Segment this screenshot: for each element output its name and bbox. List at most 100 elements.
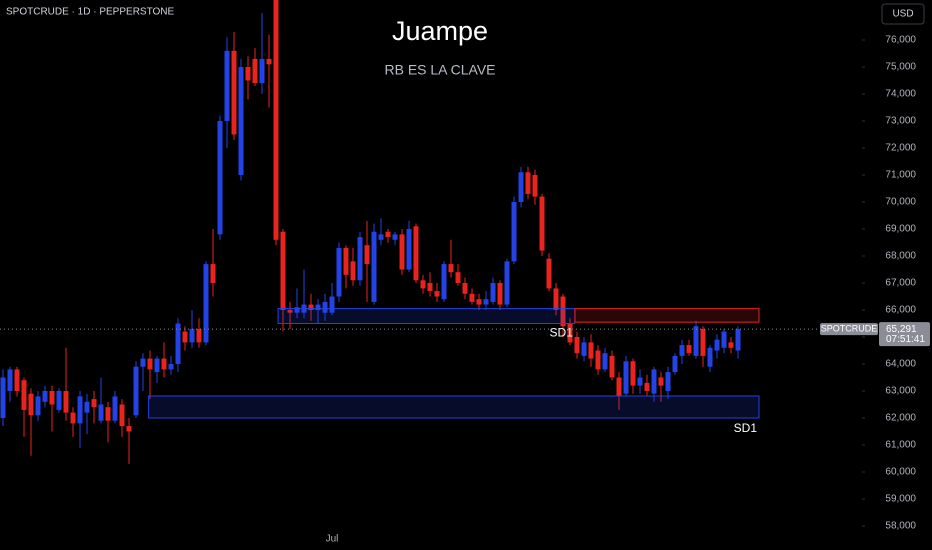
candle-body	[56, 390, 62, 410]
candle-body	[238, 66, 244, 175]
candle-body	[14, 369, 20, 391]
candle-body	[511, 201, 517, 262]
candle-body	[273, 0, 279, 240]
candle-body	[392, 234, 398, 240]
candle-body	[35, 396, 41, 416]
candle-body	[567, 323, 573, 343]
candle-body	[672, 355, 678, 373]
candle-body	[154, 358, 160, 373]
candle-body	[665, 372, 671, 391]
candle-body	[728, 342, 734, 348]
candle-body	[112, 396, 118, 421]
candle-body	[378, 234, 384, 240]
candle-body	[343, 247, 349, 275]
candle-body	[700, 328, 706, 356]
candle-body	[637, 377, 643, 386]
candle-body	[84, 401, 90, 413]
candle-body	[371, 231, 377, 302]
candle-body	[574, 336, 580, 354]
candle-body	[91, 399, 97, 408]
candle-body	[406, 228, 412, 270]
candle-body	[623, 361, 629, 394]
candle-body	[427, 282, 433, 292]
y-tick-label: 62,000	[885, 413, 916, 424]
y-tick-label: 64,000	[885, 359, 916, 370]
y-tick-label: 59,000	[885, 494, 916, 505]
candle-body	[210, 264, 216, 283]
candle-body	[735, 329, 741, 351]
candle-body	[399, 234, 405, 270]
candle-body	[77, 396, 83, 424]
candle-body	[602, 353, 608, 370]
candle-body	[693, 326, 699, 356]
candle-body	[658, 377, 664, 386]
candle-body	[231, 50, 237, 135]
candle-body	[189, 328, 195, 343]
candle-body	[329, 296, 335, 313]
candle-body	[721, 331, 727, 348]
candle-body	[581, 342, 587, 356]
y-tick-label: 68,000	[885, 251, 916, 262]
candle-body	[21, 380, 27, 410]
candle-body	[434, 291, 440, 297]
candle-body	[182, 331, 188, 343]
currency-label[interactable]: USD	[892, 9, 913, 20]
y-tick-label: 72,000	[885, 143, 916, 154]
y-tick-label: 71,000	[885, 170, 916, 181]
candle-body	[168, 363, 174, 370]
candle-body	[161, 358, 167, 370]
candle-body	[546, 258, 552, 289]
candle-body	[126, 426, 132, 432]
candle-body	[105, 407, 111, 421]
chart-subtitle: RB ES LA CLAVE	[384, 62, 495, 78]
candle-body	[644, 382, 650, 391]
candle-body	[707, 347, 713, 367]
candle-body	[322, 301, 328, 313]
candle-body	[70, 412, 76, 424]
candle-body	[63, 390, 69, 413]
zone	[574, 308, 760, 323]
candle-body	[245, 66, 251, 81]
candle-body	[504, 261, 510, 305]
candle-body	[553, 288, 559, 310]
y-tick-label: 70,000	[885, 197, 916, 208]
y-tick-label: 74,000	[885, 89, 916, 100]
candle-body	[315, 304, 321, 310]
currency-button[interactable]	[881, 3, 925, 25]
candle-body	[350, 261, 356, 281]
y-tick-label: 58,000	[885, 521, 916, 532]
candle-body	[448, 264, 454, 273]
candle-body	[49, 390, 55, 405]
y-tick-label: 61,000	[885, 440, 916, 451]
last-price-tag-box	[820, 323, 878, 336]
candle-body	[7, 369, 13, 391]
candle-body	[714, 339, 720, 351]
candle-body	[308, 304, 314, 310]
candle-body	[497, 282, 503, 305]
y-tick-label: 63,000	[885, 386, 916, 397]
candle-body	[196, 328, 202, 343]
y-tick-label: 76,000	[885, 35, 916, 46]
last-price-box	[879, 322, 930, 347]
candle-body	[294, 307, 300, 313]
zone	[148, 395, 760, 419]
candle-body	[140, 358, 146, 367]
candle-body	[175, 323, 181, 364]
y-tick-label: 67,000	[885, 278, 916, 289]
plot-area	[0, 0, 741, 464]
candle-body	[616, 377, 622, 397]
candle-body	[119, 404, 125, 427]
candle-body	[413, 226, 419, 281]
last-price-label: 65,291	[886, 324, 917, 335]
y-tick-label: 73,000	[885, 116, 916, 127]
candle-body	[630, 361, 636, 386]
candle-body	[539, 196, 545, 251]
candle-body	[518, 172, 524, 202]
zone	[277, 308, 576, 324]
candle-body	[476, 299, 482, 305]
y-tick-label: 69,000	[885, 224, 916, 235]
candle-body	[532, 174, 538, 197]
candle-body	[686, 345, 692, 354]
candle-body	[651, 369, 657, 394]
